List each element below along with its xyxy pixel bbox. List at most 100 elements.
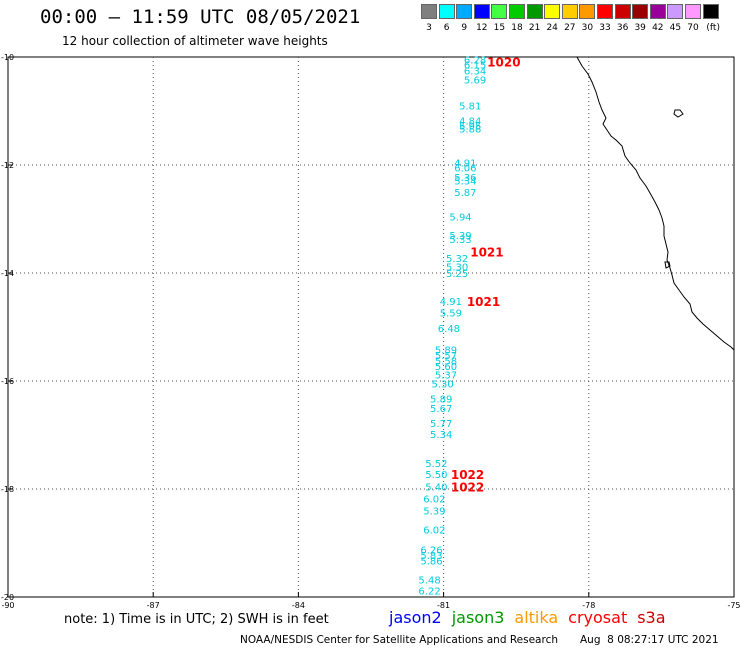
wave-height-label: 6.22 [418,587,440,598]
island-outline [673,109,684,118]
wave-height-label: 5.34 [454,177,476,188]
lake-outline [664,261,671,269]
scale-label: 45 [669,23,682,33]
scale-label: 6 [443,23,450,33]
satellite-legend-cryosat: cryosat [568,608,628,627]
scale-swatch [597,4,613,19]
time-label: 1022 [451,480,484,494]
wave-height-label: 5.60 [435,362,457,373]
y-tick-label: -10 [1,53,14,62]
wave-height-label: 5.87 [454,188,476,199]
scale-swatch [649,4,666,19]
satellite-legend: jason2 jason3 altika cryosat s3a [389,608,676,627]
x-tick-label: -78 [582,601,595,610]
scale-label: 15 [493,23,506,33]
wave-height-label: 5.30 [432,380,454,391]
scale-label: 42 [652,23,664,33]
wave-height-label: 5.86 [420,556,442,567]
scale-swatch [632,4,649,19]
satellite-legend-altika: altika [514,608,559,627]
time-label: 1020 [487,55,520,69]
wave-height-label: 6.06 [454,164,476,175]
wave-height-label: 6.48 [438,324,460,335]
wave-height-label: 5.39 [449,231,471,242]
wave-height-label: 5.77 [430,419,452,430]
wave-height-label: 6.02 [423,526,445,537]
scale-swatch [526,4,543,19]
scale-label: 70 [687,23,699,33]
wave-height-label: 5.37 [435,371,457,382]
x-tick-label: -81 [437,601,450,610]
wave-height-label: 6.26 [420,545,442,556]
scale-swatch [491,4,508,19]
wave-height-label: 4.84 [459,117,481,128]
scale-swatch [456,4,473,19]
scale-swatch [544,4,561,19]
page-subtitle: 12 hour collection of altimeter wave hei… [62,34,328,48]
wave-height-label: 5.94 [449,212,471,223]
wave-height-label: 5.36 [454,173,476,184]
scale-unit: (ft) [706,23,720,33]
scale-label: 12 [476,23,488,33]
y-tick-label: -12 [1,161,14,170]
wave-height-label: 5.52 [425,459,447,470]
x-tick-label: -84 [292,601,305,610]
y-tick-label: -18 [1,485,14,494]
coastline [576,56,735,351]
wave-height-label: 5.59 [440,308,462,319]
wave-height-label: 5.67 [430,404,452,415]
wave-height-label: 5.69 [464,76,486,87]
y-tick-label: -20 [1,593,14,602]
scale-swatch [421,4,437,19]
satellite-legend-s3a: s3a [637,608,666,627]
wave-height-label: 4.91 [440,297,462,308]
wave-height-label: 5.89 [435,346,457,357]
scale-swatch [561,4,578,19]
scale-swatch [438,4,455,19]
wave-height-label: 5.25 [446,269,468,280]
x-tick-label: -75 [727,601,740,610]
scale-label: 33 [599,23,611,33]
time-label: 1021 [467,295,500,309]
scale-label: 18 [511,23,523,33]
map-frame [7,56,735,598]
wave-height-label: 4.91 [454,158,476,169]
x-tick-label: -90 [1,601,14,610]
wave-height-label: 5.33 [449,235,471,246]
scale-swatch [667,4,684,19]
scale-swatch [509,4,525,19]
wave-height-label: 5.57 [435,351,457,362]
scale-swatch [579,4,596,19]
wave-height-label: 5.32 [446,254,468,265]
wave-height-label: 5.50 [425,470,447,481]
wave-height-label: 5.88 [459,124,481,135]
satellite-legend-jason2: jason2 [389,608,442,627]
page-title: 00:00 – 11:59 UTC 08/05/2021 [40,6,361,28]
wave-height-label: 5.40 [425,482,447,493]
scale-swatch [702,4,719,19]
satellite-legend-jason3: jason3 [451,608,505,627]
time-label: 1021 [470,245,503,259]
scale-swatch [685,4,701,19]
wave-height-label: 5.48 [418,576,440,587]
scale-label: 24 [546,23,558,33]
wave-height-label: 5.34 [430,430,452,441]
wave-height-label: 5.58 [435,356,457,367]
scale-label: 39 [634,23,646,33]
scale-label: 36 [616,23,629,33]
footer-note: note: 1) Time is in UTC; 2) SWH is in fe… [64,612,329,627]
x-tick-label: -87 [147,601,160,610]
scale-label: 9 [461,23,468,33]
wave-height-label: 5.95 [459,122,481,133]
wave-height-label: 5.81 [459,102,481,113]
wave-height-label: 6.02 [423,495,445,506]
scale-swatch [614,4,631,19]
wave-height-label: 5.89 [430,394,452,405]
time-label: 1022 [451,468,484,482]
credits: NOAA/NESDIS Center for Satellite Applica… [240,634,558,646]
scale-label: 3 [426,23,432,33]
wave-height-label: 6.15 [464,61,486,72]
y-tick-label: -14 [1,269,14,278]
wave-height-label: 5.83 [420,551,442,562]
